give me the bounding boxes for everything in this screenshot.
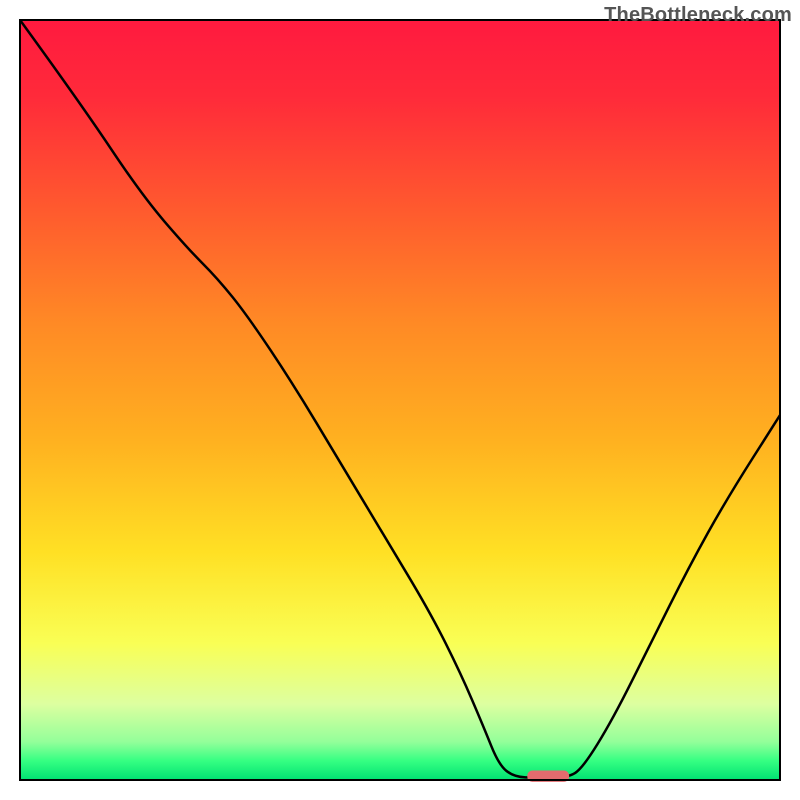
gradient-background: [20, 20, 780, 780]
plot-area: [20, 20, 780, 782]
bottleneck-chart: TheBottleneck.com: [0, 0, 800, 800]
chart-svg: [0, 0, 800, 800]
watermark-text: TheBottleneck.com: [604, 4, 792, 27]
